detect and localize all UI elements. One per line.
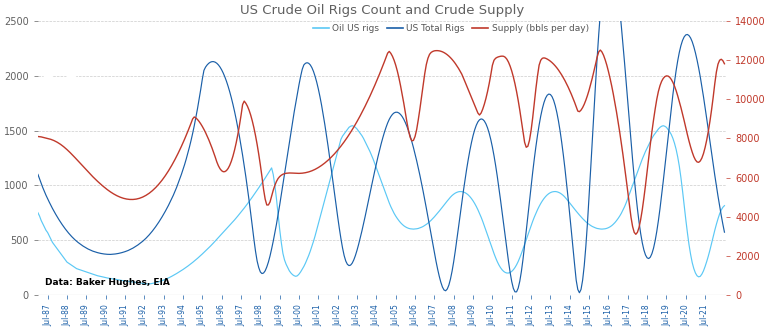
Oil US rigs — [333, 149, 343, 153]
Text: FxPro: FxPro — [41, 74, 99, 92]
Supply (bbls per day) — [169, 161, 178, 165]
Line: Oil US rigs: Oil US rigs — [38, 126, 725, 284]
Oil US rigs — [33, 211, 42, 215]
Line: Supply (bbls per day): Supply (bbls per day) — [38, 50, 725, 234]
US Total Rigs — [436, 280, 445, 284]
Legend: Oil US rigs, US Total Rigs, Supply (bbls per day): Oil US rigs, US Total Rigs, Supply (bbls… — [309, 20, 593, 36]
US Total Rigs — [33, 173, 42, 177]
Supply (bbls per day) — [699, 151, 708, 155]
Supply (bbls per day) — [331, 150, 340, 154]
US Total Rigs — [720, 230, 729, 234]
US Total Rigs — [710, 173, 719, 177]
Oil US rigs — [143, 282, 152, 286]
US Total Rigs — [574, 291, 584, 295]
Title: US Crude Oil Rigs Count and Crude Supply: US Crude Oil Rigs Count and Crude Supply — [240, 4, 524, 17]
Supply (bbls per day) — [33, 135, 42, 139]
Oil US rigs — [699, 269, 708, 273]
US Total Rigs — [541, 96, 551, 100]
Supply (bbls per day) — [710, 82, 719, 86]
US Total Rigs — [699, 95, 708, 99]
Supply (bbls per day) — [541, 56, 551, 60]
Oil US rigs — [170, 273, 179, 277]
Oil US rigs — [710, 228, 719, 232]
US Total Rigs — [169, 193, 178, 197]
Oil US rigs — [440, 203, 449, 207]
US Total Rigs — [331, 203, 340, 207]
Line: US Total Rigs: US Total Rigs — [38, 0, 725, 293]
Supply (bbls per day) — [596, 48, 605, 52]
Oil US rigs — [720, 204, 729, 208]
Text: Data: Baker Hughes, EIA: Data: Baker Hughes, EIA — [45, 278, 169, 287]
Supply (bbls per day) — [436, 49, 445, 53]
Supply (bbls per day) — [720, 62, 729, 66]
Text: Trade Like a Pro: Trade Like a Pro — [38, 120, 102, 129]
Oil US rigs — [544, 192, 554, 196]
Supply (bbls per day) — [631, 232, 641, 236]
Oil US rigs — [347, 124, 357, 128]
